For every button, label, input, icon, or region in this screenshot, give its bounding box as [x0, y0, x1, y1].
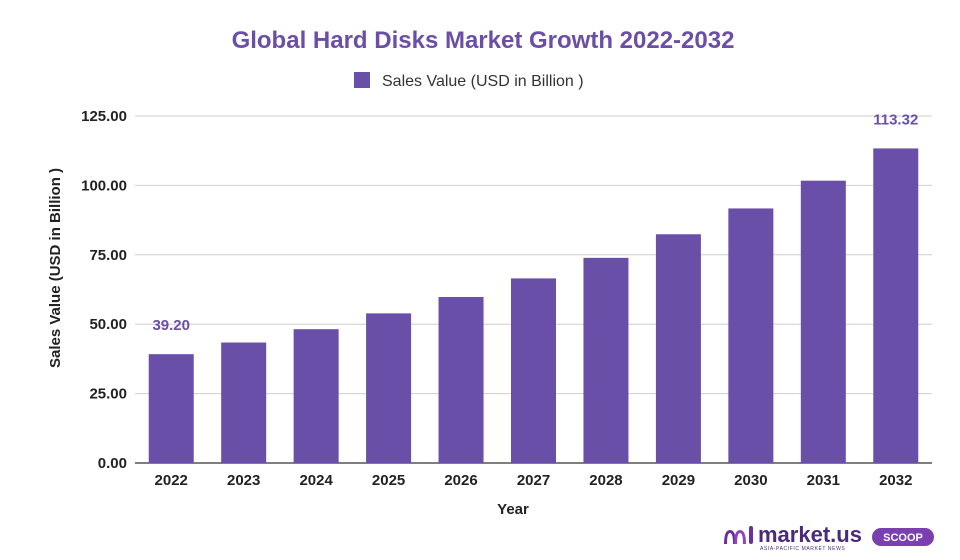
bar-2022: [148, 354, 194, 463]
market-us-logo-icon: [724, 526, 753, 544]
y-tick-label: 0.00: [98, 455, 127, 472]
bar-2026: [438, 296, 484, 463]
y-axis-ticks: 0.00 25.00 50.00 75.00 100.00 125.00: [81, 108, 127, 472]
y-tick-label: 100.00: [81, 177, 127, 194]
x-axis-label: Year: [497, 501, 529, 518]
x-tick-label: 2025: [372, 472, 405, 489]
data-label: 113.32: [873, 111, 918, 128]
x-tick-label: 2028: [589, 472, 622, 489]
x-tick-label: 2023: [227, 472, 260, 489]
x-tick-label: 2027: [517, 472, 550, 489]
x-axis-ticks: 2022 2023 2024 2025 2026 2027 2028 2029 2030 2031…: [155, 472, 913, 489]
y-tick-label: 75.00: [89, 247, 127, 264]
bar-2032: [873, 148, 919, 463]
x-tick-label: 2026: [444, 472, 477, 489]
bar-2028: [583, 257, 629, 463]
y-tick-label: 50.00: [89, 316, 127, 333]
y-axis-label: Sales Value (USD in Billion ): [47, 168, 64, 368]
bar-2025: [366, 313, 412, 463]
bar-2029: [655, 234, 701, 463]
legend-label: Sales Value (USD in Billion ): [382, 73, 584, 90]
bars: [148, 148, 919, 464]
legend: Sales Value (USD in Billion ): [354, 72, 584, 90]
brand-badge-text: SCOOP: [883, 532, 923, 544]
brand-logo[interactable]: market.us ASIA-PACIFIC MARKET NEWS SCOOP: [720, 522, 945, 552]
x-tick-label: 2022: [155, 472, 188, 489]
bar-2030: [728, 208, 774, 463]
bar-2027: [511, 278, 556, 463]
x-tick-label: 2031: [807, 472, 840, 489]
bar-2024: [293, 329, 339, 463]
brand-name: market.us: [758, 522, 862, 547]
y-tick-label: 25.00: [89, 386, 127, 403]
bar-2031: [800, 180, 846, 464]
x-tick-label: 2032: [879, 472, 912, 489]
data-label: 39.20: [152, 317, 190, 334]
brand-tagline: ASIA-PACIFIC MARKET NEWS: [760, 546, 845, 552]
data-labels: 39.20 113.32: [152, 111, 918, 334]
brand-badge: [872, 528, 934, 546]
y-tick-label: 125.00: [81, 108, 127, 125]
bar-2023: [221, 342, 267, 463]
legend-swatch: [354, 72, 370, 88]
x-tick-label: 2024: [299, 472, 333, 489]
chart-title: Global Hard Disks Market Growth 2022-203…: [232, 27, 735, 54]
x-tick-label: 2029: [662, 472, 695, 489]
x-tick-label: 2030: [734, 472, 767, 489]
